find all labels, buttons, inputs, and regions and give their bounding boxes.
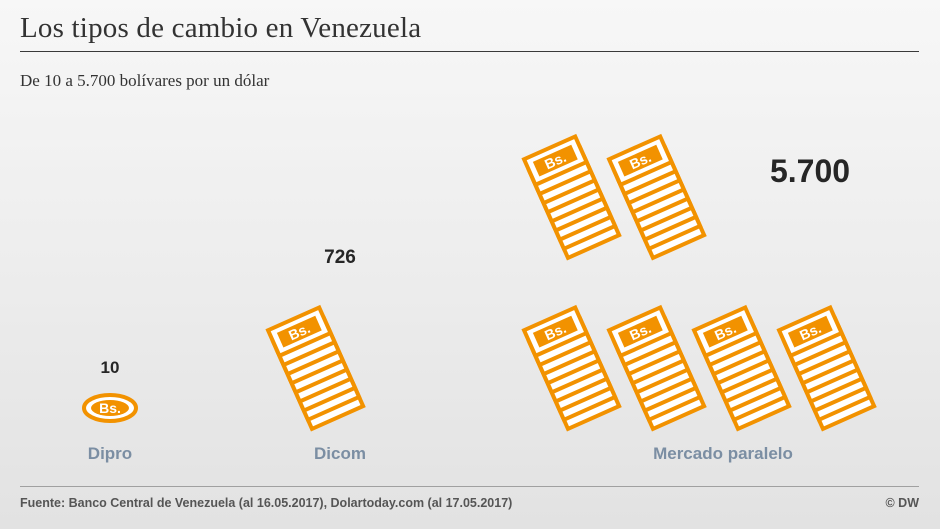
svg-text:Bs.: Bs. xyxy=(99,400,121,416)
value-label-dipro: 10 xyxy=(101,358,120,377)
category-label-dicom: Dicom xyxy=(314,444,366,463)
footer-divider xyxy=(20,486,919,487)
mercado-banknote-stack-3: Bs. xyxy=(521,304,622,432)
copyright-credit: © DW xyxy=(885,496,919,510)
mercado-banknote-stack-2: Bs. xyxy=(606,133,707,261)
chart-title: Los tipos de cambio en Venezuela xyxy=(20,12,422,44)
mercado-banknote-stack-6: Bs. xyxy=(776,304,877,432)
mercado-banknote-stack-5: Bs. xyxy=(691,304,792,432)
mercado-banknote-stack-1: Bs. xyxy=(521,133,622,261)
source-note: Fuente: Banco Central de Venezuela (al 1… xyxy=(20,496,513,510)
category-label-dipro: Dipro xyxy=(88,444,132,463)
dipro-coin-icon: Bs. xyxy=(82,393,138,423)
category-label-mercado-paralelo: Mercado paralelo xyxy=(653,444,793,463)
mercado-banknote-stack-4: Bs. xyxy=(606,304,707,432)
dicom-banknote-stack: Bs. xyxy=(265,304,366,432)
title-divider xyxy=(20,51,919,52)
value-label-mercado-paralelo: 5.700 xyxy=(770,153,850,189)
value-label-dicom: 726 xyxy=(324,247,356,268)
chart-subtitle: De 10 a 5.700 bolívares por un dólar xyxy=(20,71,270,90)
